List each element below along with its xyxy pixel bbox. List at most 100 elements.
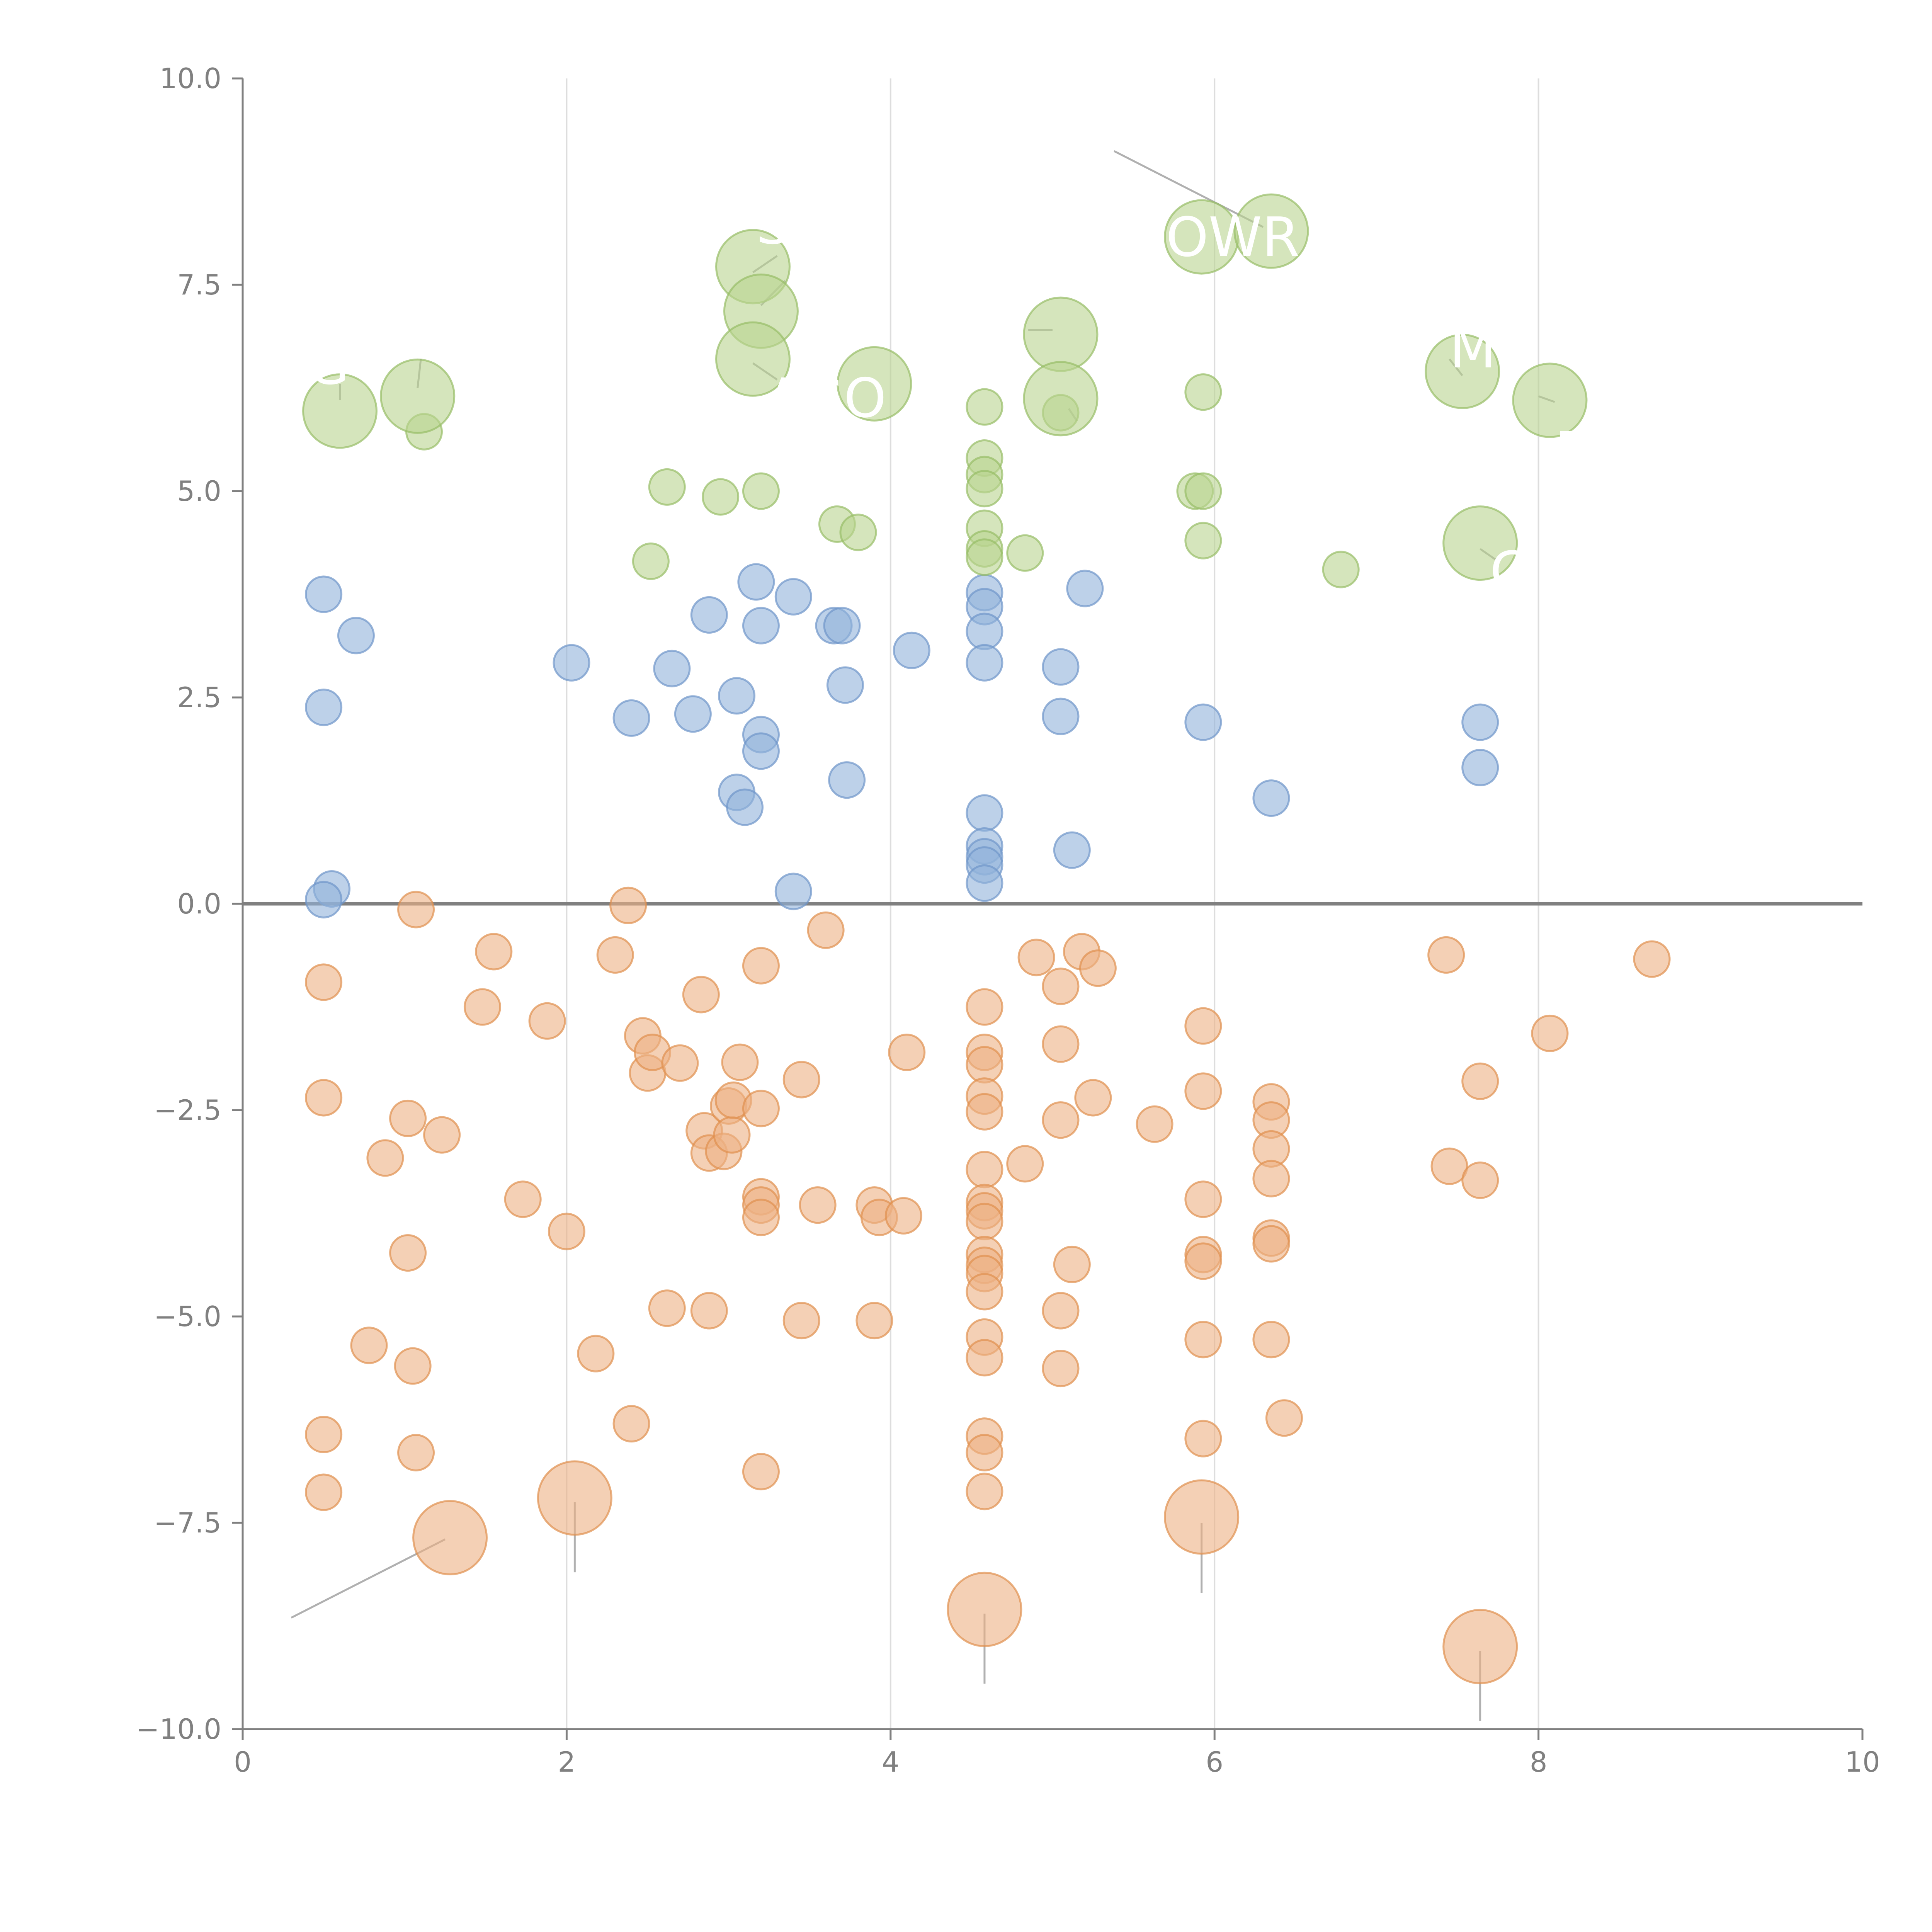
data-point xyxy=(661,1044,699,1082)
data-point xyxy=(966,864,1003,902)
large-data-point xyxy=(1023,296,1099,372)
data-point xyxy=(737,563,775,601)
data-point xyxy=(1017,939,1055,976)
points-layer xyxy=(302,193,1671,1684)
x-tick-label: 6 xyxy=(1206,1746,1223,1778)
large-data-point xyxy=(1023,361,1099,437)
data-point xyxy=(305,963,343,1001)
data-point xyxy=(1074,1079,1112,1117)
data-point xyxy=(966,1434,1003,1471)
large-data-point xyxy=(837,346,912,422)
data-point xyxy=(596,936,634,974)
data-point xyxy=(1184,703,1222,741)
data-point xyxy=(742,1199,780,1236)
data-point xyxy=(774,578,812,616)
data-point xyxy=(1427,936,1465,974)
x-tick-label: 2 xyxy=(558,1746,575,1778)
data-point xyxy=(828,761,866,799)
data-point xyxy=(305,575,343,613)
data-point xyxy=(1136,1105,1173,1143)
data-point xyxy=(855,1302,893,1340)
data-point xyxy=(966,988,1003,1026)
data-point xyxy=(713,1116,751,1154)
annotation-layer: G S AGO OWR MRC xyxy=(308,194,1592,603)
x-tick-label: 0 xyxy=(234,1746,252,1778)
data-point xyxy=(577,1335,615,1372)
data-point xyxy=(1252,1160,1290,1197)
data-point xyxy=(742,607,780,645)
data-point xyxy=(1042,1292,1080,1330)
y-tick-label: 0.0 xyxy=(177,888,221,920)
data-point xyxy=(1184,472,1222,510)
data-point xyxy=(839,514,877,551)
large-data-point xyxy=(1233,193,1309,269)
data-point xyxy=(394,1347,432,1385)
annotation-label: OWR xyxy=(1166,206,1299,269)
annotation-label: R xyxy=(1555,421,1592,484)
data-point xyxy=(742,1090,780,1128)
data-point xyxy=(1184,522,1222,560)
data-point xyxy=(1042,1025,1080,1063)
y-tick-label: 7.5 xyxy=(177,269,221,301)
data-point xyxy=(1430,1147,1468,1185)
data-point xyxy=(966,794,1003,832)
data-point xyxy=(726,788,764,826)
data-point xyxy=(1184,1180,1222,1218)
y-tick-label: 5.0 xyxy=(177,475,221,507)
data-point xyxy=(612,1405,650,1443)
annotation-label: C xyxy=(1490,540,1528,603)
data-point xyxy=(718,677,756,715)
data-point xyxy=(1079,949,1117,987)
data-point xyxy=(966,1151,1003,1189)
data-point xyxy=(305,881,343,918)
data-point xyxy=(389,1099,427,1137)
data-point xyxy=(1252,1321,1290,1359)
data-point xyxy=(1633,940,1671,978)
data-point xyxy=(653,650,691,687)
large-data-point xyxy=(1512,362,1588,438)
large-data-point xyxy=(1442,505,1518,581)
data-point xyxy=(389,1234,427,1272)
data-point xyxy=(350,1327,388,1364)
data-point xyxy=(609,886,647,924)
data-point xyxy=(966,388,1003,426)
data-point xyxy=(612,699,650,737)
data-point xyxy=(337,617,375,655)
data-point xyxy=(884,1197,922,1235)
data-point xyxy=(826,666,864,704)
data-point xyxy=(782,1061,820,1099)
large-data-point xyxy=(302,373,378,449)
data-point xyxy=(1461,703,1499,741)
data-point xyxy=(1184,373,1222,411)
large-data-point xyxy=(715,321,791,397)
data-point xyxy=(1042,648,1080,686)
data-point xyxy=(1066,570,1104,607)
y-tick-label: 10.0 xyxy=(160,62,221,95)
large-data-point xyxy=(947,1571,1022,1647)
data-point xyxy=(475,933,513,971)
data-point xyxy=(504,1180,542,1218)
data-point xyxy=(893,631,930,669)
data-point xyxy=(1252,1225,1290,1263)
data-point xyxy=(397,1434,435,1471)
y-tick-label: −7.5 xyxy=(154,1507,221,1539)
data-point xyxy=(305,1415,343,1453)
data-point xyxy=(1042,1350,1080,1388)
annotation-label: S xyxy=(756,194,791,257)
data-point xyxy=(774,872,812,910)
data-point xyxy=(1053,831,1091,869)
data-point xyxy=(1252,779,1290,817)
data-point xyxy=(742,732,780,770)
x-tick-label: 8 xyxy=(1530,1746,1548,1778)
data-point xyxy=(1461,1062,1499,1100)
data-point xyxy=(553,644,590,682)
data-point xyxy=(397,891,435,929)
data-point xyxy=(888,1033,926,1071)
data-point xyxy=(463,988,501,1026)
data-point xyxy=(966,1273,1003,1311)
data-point xyxy=(742,947,780,985)
data-point xyxy=(1184,1321,1222,1359)
data-point xyxy=(1042,968,1080,1005)
data-point xyxy=(1461,749,1499,787)
data-point xyxy=(807,911,845,949)
